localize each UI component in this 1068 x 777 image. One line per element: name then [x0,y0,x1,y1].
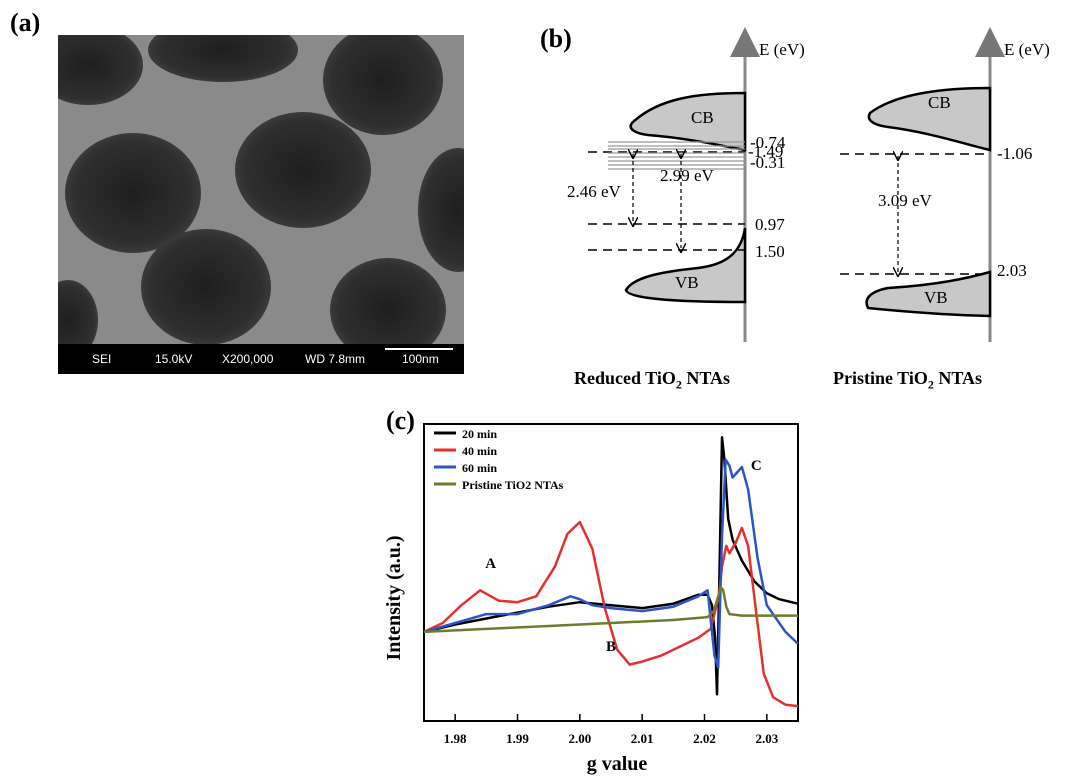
pristine-caption-text: Pristine TiO [833,368,928,388]
series-line-1 [423,436,799,696]
legend-label: 20 min [462,427,497,441]
pristine-vb-label: VB [924,288,948,307]
reduced-cb-label: CB [691,108,714,127]
reduced-level-label: -0.74 [750,133,786,152]
y-axis-label: Intensity (a.u.) [383,535,405,660]
reduced-gap-outer: 2.46 eV [567,182,622,201]
curves [423,436,799,708]
sem-pore-texture [58,35,464,344]
epr-chart: 20 min 40 min 60 min Pristine TiO2 NTAs 1.9… [383,423,799,775]
reduced-caption-suffix: NTAs [681,368,731,388]
plot-area [423,423,799,722]
legend-label: Pristine TiO2 NTAs [462,478,564,492]
reduced-level-label: -0.31 [750,153,785,172]
series-line-2 [423,520,799,708]
peak-annotation: B [606,639,616,655]
x-axis-label: g value [587,753,648,775]
pristine-cb-band [867,86,992,152]
x-tick-label: 2.03 [755,731,778,746]
reduced-gap-inner: 2.99 eV [660,166,715,185]
reduced-level-label: 0.97 [755,215,785,234]
sem-micrograph: SEI 15.0kV X200,000 WD 7.8mm 100nm [58,35,464,374]
reduced-level-label: -1.49 [748,142,783,161]
pristine-cb-label: CB [928,93,951,112]
x-tick-label: 2.02 [693,731,716,746]
x-tick-label: 2.00 [568,731,591,746]
reduced-vb-band [624,227,747,304]
peak-annotation: A [485,556,496,572]
panel-c-label: (c) [386,406,415,435]
annotations: A B C [485,458,761,655]
pristine-caption: Pristine TiO2 NTAs [833,368,982,393]
legend: 20 min 40 min 60 min Pristine TiO2 NTAs [434,427,564,492]
sem-working-distance: WD 7.8mm [305,352,365,366]
sem-magnification: X200,000 [222,352,274,366]
reduced-caption: Reduced TiO2 NTAs [574,368,730,393]
x-tick-label: 2.01 [631,731,654,746]
plot-frame [423,423,799,722]
pristine-caption-suffix: NTAs [933,368,983,388]
peak-annotation: C [751,458,762,474]
x-tick-label: 1.99 [506,731,529,746]
reduced-caption-sub: 2 [675,377,682,392]
reduced-defect-states [608,141,745,170]
x-ticks: 1.98 1.99 2.00 2.01 2.02 2.03 [444,714,779,746]
panel-a-label: (a) [10,8,41,37]
sem-voltage: 15.0kV [155,352,193,366]
pristine-axis-label: E (eV) [1004,40,1050,59]
sem-info-bar: SEI 15.0kV X200,000 WD 7.8mm 100nm [58,344,464,374]
pristine-caption-sub: 2 [927,377,934,392]
reduced-caption-text: Reduced TiO [574,368,676,388]
reduced-vb-label: VB [675,273,699,292]
sem-scale-label: 100nm [402,352,439,366]
panel-b-label: (b) [540,24,572,53]
sem-mode: SEI [92,352,112,366]
reduced-axis-label: E (eV) [759,40,805,59]
reduced-cb-band [629,91,747,152]
pristine-gap: 3.09 eV [878,191,933,210]
pristine-level-label: 2.03 [997,261,1027,280]
series-line-3 [423,458,799,669]
band-diagram: E (eV) CB VB 2.46 eV 2.99 eV -1.49 -0.74… [567,27,1050,342]
legend-label: 60 min [462,461,497,475]
pristine-level-label: -1.06 [997,144,1032,163]
legend-label: 40 min [462,444,497,458]
sem-scale-bar [385,348,453,350]
x-tick-label: 1.98 [444,731,467,746]
pristine-vb-band [865,270,992,318]
series-line-4 [423,586,798,634]
reduced-level-label: 1.50 [755,242,785,261]
